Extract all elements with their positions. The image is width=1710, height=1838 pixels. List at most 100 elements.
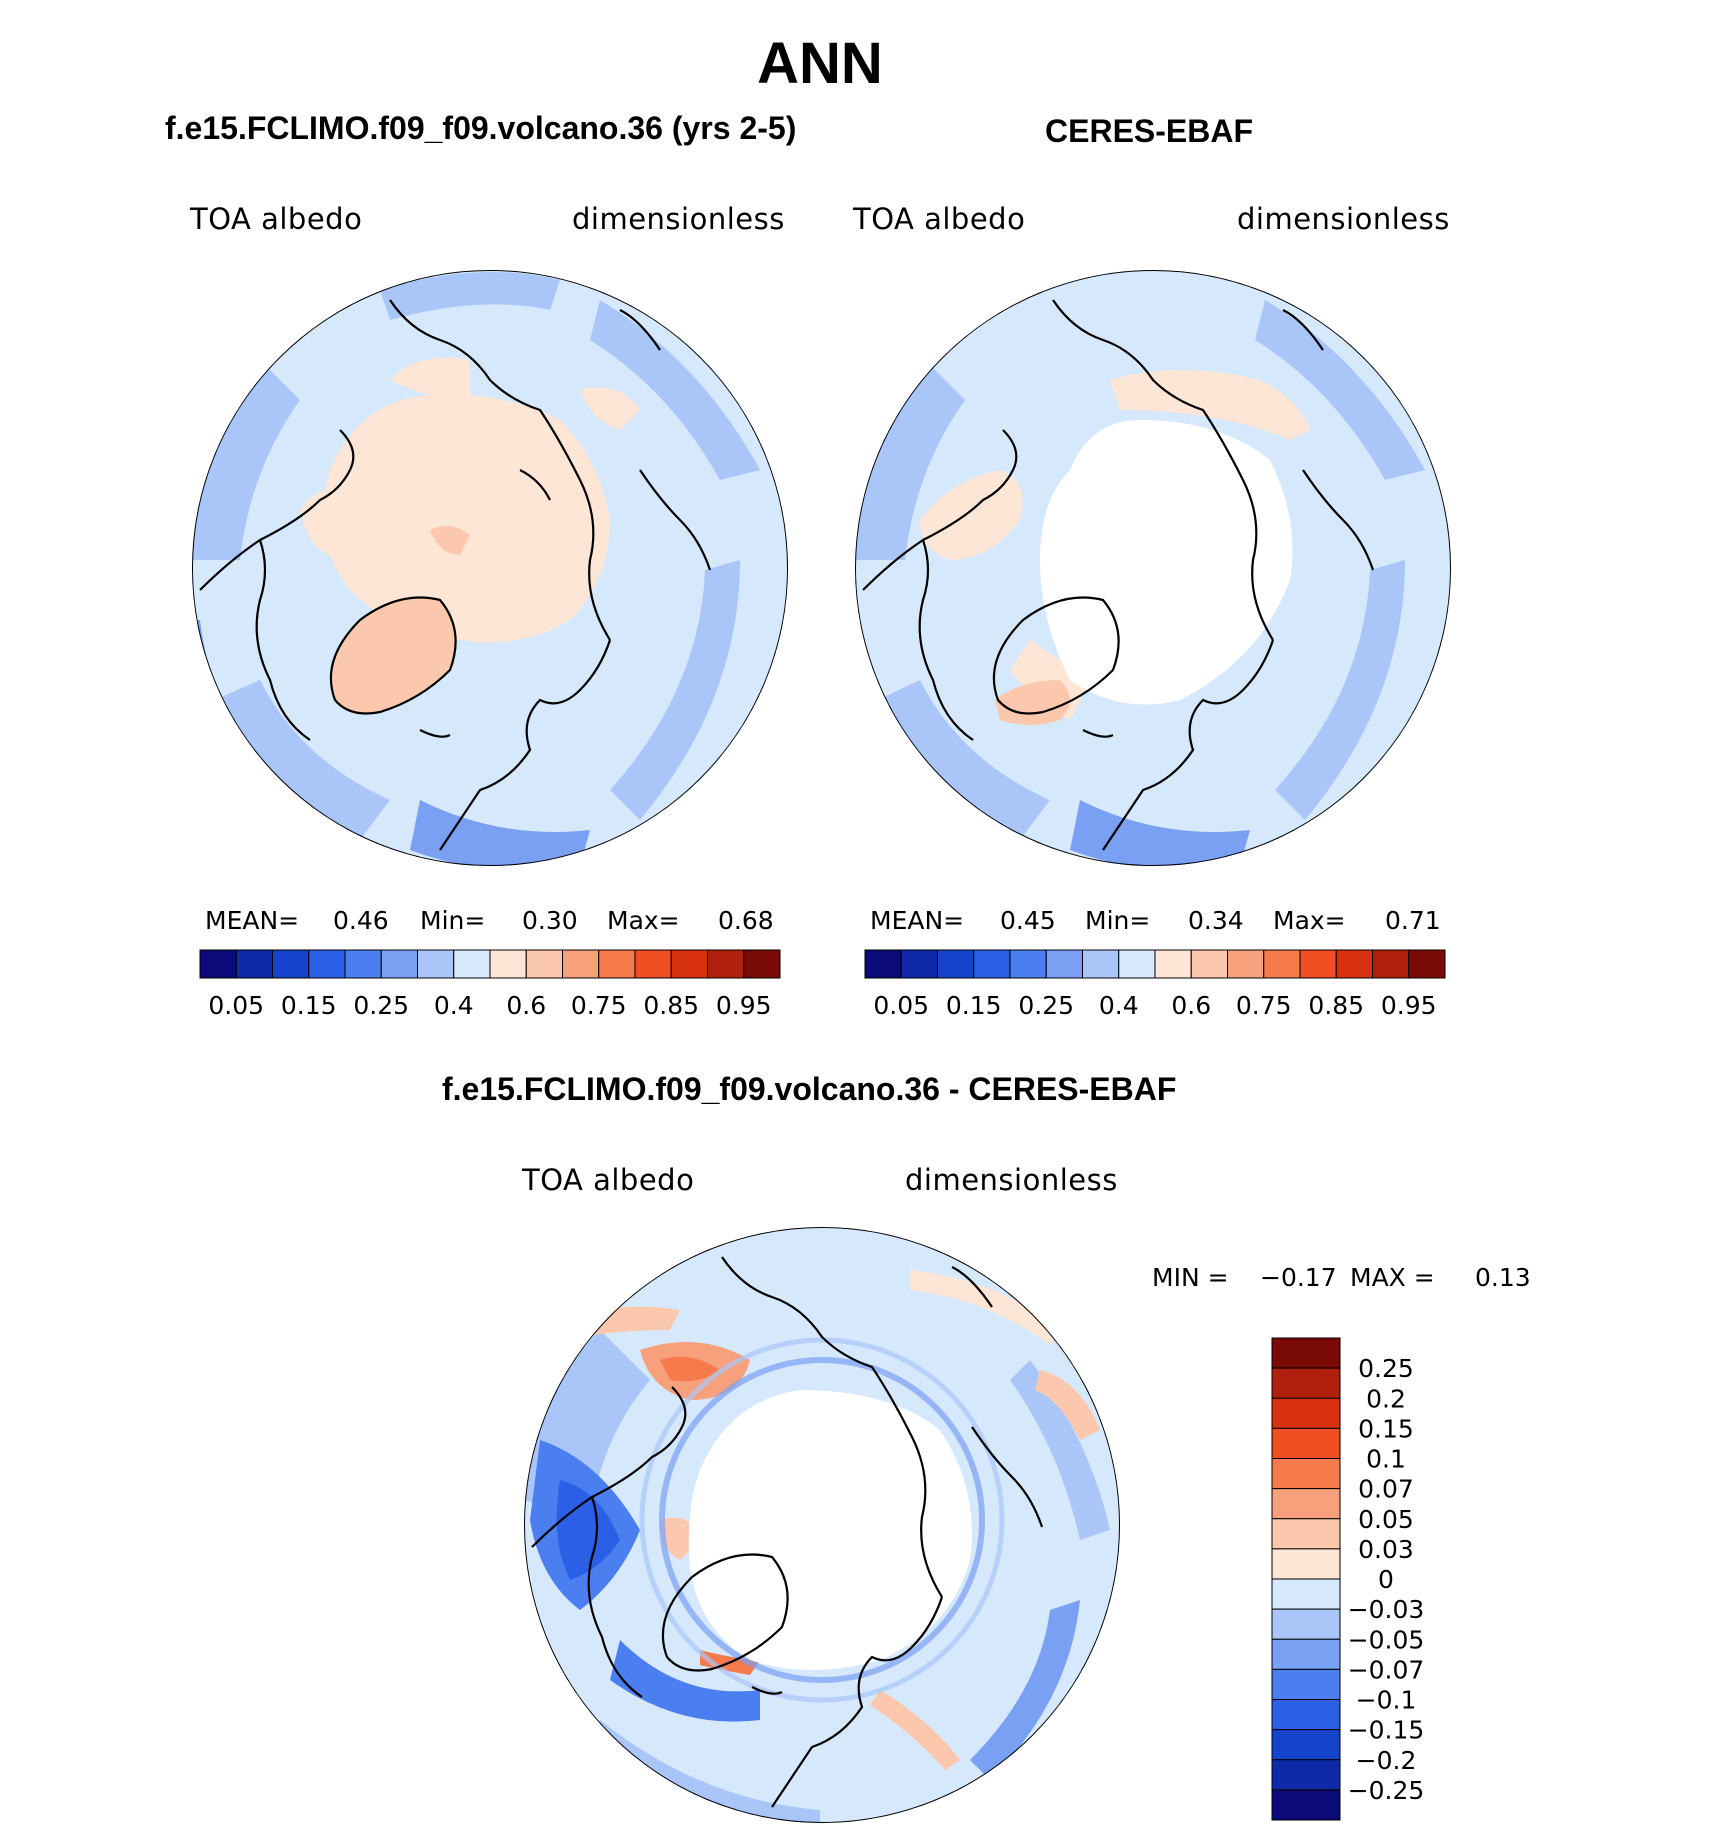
panel3-colorbar-swatch [1271, 1729, 1341, 1761]
panel3-colorbar-swatch [1271, 1578, 1341, 1610]
panel3-colorbar-tick-label: 0.2 [1366, 1384, 1406, 1413]
panel1-colorbar-tick-label: 0.05 [208, 991, 264, 1020]
panel2-colorbar-swatch [1227, 949, 1265, 979]
panel2-colorbar-swatch [1263, 949, 1301, 979]
panel3-polar-map [524, 1227, 1120, 1823]
panel3-colorbar-tick-label: −0.25 [1348, 1776, 1425, 1805]
panel3-colorbar-tick-label: 0.07 [1358, 1475, 1414, 1504]
panel1-mean-value: 0.46 [333, 906, 389, 935]
panel2-colorbar-swatch [1408, 949, 1446, 979]
panel1-colorbar-tick-label: 0.75 [571, 991, 627, 1020]
panel1-title: f.e15.FCLIMO.f09_f09.volcano.36 (yrs 2-5… [165, 110, 797, 146]
panel2-colorbar-swatch [1190, 949, 1228, 979]
panel3-colorbar-tick-label: −0.1 [1356, 1686, 1417, 1715]
panel2-colorbar-tick-label: 0.15 [946, 991, 1002, 1020]
panel1-colorbar-swatch [417, 949, 455, 979]
panel2-colorbar-swatch [1118, 949, 1156, 979]
panel2-colorbar-swatch [1372, 949, 1410, 979]
panel1-colorbar-swatch [489, 949, 527, 979]
panel2-colorbar-swatch [1082, 949, 1120, 979]
panel3-colorbar-swatch [1271, 1488, 1341, 1520]
panel3-colorbar-tick-label: −0.2 [1356, 1746, 1417, 1775]
panel3-colorbar-tick-label: −0.03 [1348, 1595, 1425, 1624]
panel1-min-value: 0.30 [522, 906, 578, 935]
panel3-colorbar-swatch [1271, 1608, 1341, 1640]
panel1-colorbar-swatch [598, 949, 636, 979]
panel2-variable-label: TOA albedo [853, 202, 1026, 236]
panel2-units-label: dimensionless [1237, 202, 1450, 236]
panel2-colorbar-tick-label: 0.95 [1381, 991, 1437, 1020]
panel1-colorbar-swatch [453, 949, 491, 979]
panel1-colorbar-swatch [743, 949, 781, 979]
panel1-variable-label: TOA albedo [190, 202, 363, 236]
panel3-colorbar-swatch [1271, 1458, 1341, 1490]
panel1-colorbar-swatch [308, 949, 346, 979]
panel3-colorbar-swatch [1271, 1397, 1341, 1429]
panel2-colorbar-swatch [1045, 949, 1083, 979]
panel3-title: f.e15.FCLIMO.f09_f09.volcano.36 - CERES-… [442, 1071, 1177, 1107]
panel3-colorbar-tick-label: −0.07 [1348, 1655, 1425, 1684]
panel3-colorbar-swatch [1271, 1638, 1341, 1670]
panel3-colorbar-tick-label: 0 [1378, 1565, 1394, 1594]
panel3-colorbar-tick-label: 0.1 [1366, 1445, 1406, 1474]
panel1-colorbar-tick-label: 0.95 [716, 991, 772, 1020]
panel2-colorbar-swatch [1154, 949, 1192, 979]
panel1-colorbar-swatch [670, 949, 708, 979]
panel3-max-label: MAX = [1350, 1263, 1435, 1292]
panel3-colorbar [1271, 1337, 1341, 1821]
panel1-units-label: dimensionless [572, 202, 785, 236]
panel1-colorbar-swatch [199, 949, 237, 979]
panel1-polar-map [192, 270, 788, 866]
panel3-colorbar-tick-label: −0.15 [1348, 1716, 1425, 1745]
panel2-colorbar-tick-label: 0.85 [1308, 991, 1364, 1020]
panel2-colorbar-swatch [1335, 949, 1373, 979]
panel2-title: CERES-EBAF [1045, 113, 1254, 149]
panel1-colorbar-swatch [634, 949, 672, 979]
panel3-colorbar-swatch [1271, 1668, 1341, 1700]
panel1-colorbar-swatch [525, 949, 563, 979]
panel1-colorbar-swatch [272, 949, 310, 979]
panel1-colorbar-tick-label: 0.4 [434, 991, 474, 1020]
panel3-units-label: dimensionless [905, 1163, 1118, 1197]
panel2-colorbar-swatch [1009, 949, 1047, 979]
panel2-colorbar-swatch [864, 949, 902, 979]
panel3-colorbar-swatch [1271, 1367, 1341, 1399]
panel1-colorbar-swatch [562, 949, 600, 979]
panel3-colorbar-swatch [1271, 1518, 1341, 1550]
panel3-colorbar-swatch [1271, 1427, 1341, 1459]
panel1-colorbar-tick-label: 0.85 [643, 991, 699, 1020]
panel2-colorbar-swatch [900, 949, 938, 979]
panel1-mean-label: MEAN= [205, 906, 300, 935]
panel2-colorbar-swatch [973, 949, 1011, 979]
panel2-colorbar-swatch [937, 949, 975, 979]
panel2-colorbar [864, 949, 1446, 979]
colorbar-tick-labels: 0.05 0.15 0.25 0.4 0.6 0.75 0.85 0.95 0.05 0.15 0.… [208, 991, 1436, 1805]
panel1-colorbar-swatch [707, 949, 745, 979]
panel3-min-label: MIN = [1152, 1263, 1229, 1292]
panel2-min-label: Min= [1085, 906, 1151, 935]
panel2-max-label: Max= [1273, 906, 1346, 935]
figure-title: ANN [757, 31, 883, 96]
panel1-colorbar-tick-label: 0.25 [353, 991, 409, 1020]
panel2-colorbar-swatch [1299, 949, 1337, 979]
panel3-colorbar-swatch [1271, 1789, 1341, 1821]
panel3-max-value: 0.13 [1475, 1263, 1531, 1292]
panel1-colorbar-tick-label: 0.6 [506, 991, 546, 1020]
panel1-colorbar-swatch [344, 949, 382, 979]
panel3-colorbar-swatch [1271, 1699, 1341, 1731]
panel1-colorbar-swatch [380, 949, 418, 979]
panel1-colorbar [199, 949, 781, 979]
panel1-colorbar-tick-label: 0.15 [281, 991, 337, 1020]
panel2-colorbar-tick-label: 0.05 [873, 991, 929, 1020]
panel2-colorbar-tick-label: 0.4 [1099, 991, 1139, 1020]
panel3-colorbar-swatch [1271, 1759, 1341, 1791]
panel2-max-value: 0.71 [1385, 906, 1441, 935]
panel3-colorbar-tick-label: 0.15 [1358, 1414, 1414, 1443]
panel3-colorbar-tick-label: −0.05 [1348, 1625, 1425, 1654]
panel1-min-label: Min= [420, 906, 486, 935]
panel1-colorbar-swatch [235, 949, 273, 979]
panel1-max-value: 0.68 [718, 906, 774, 935]
panel3-colorbar-tick-label: 0.05 [1358, 1505, 1414, 1534]
panel3-colorbar-swatch [1271, 1548, 1341, 1580]
